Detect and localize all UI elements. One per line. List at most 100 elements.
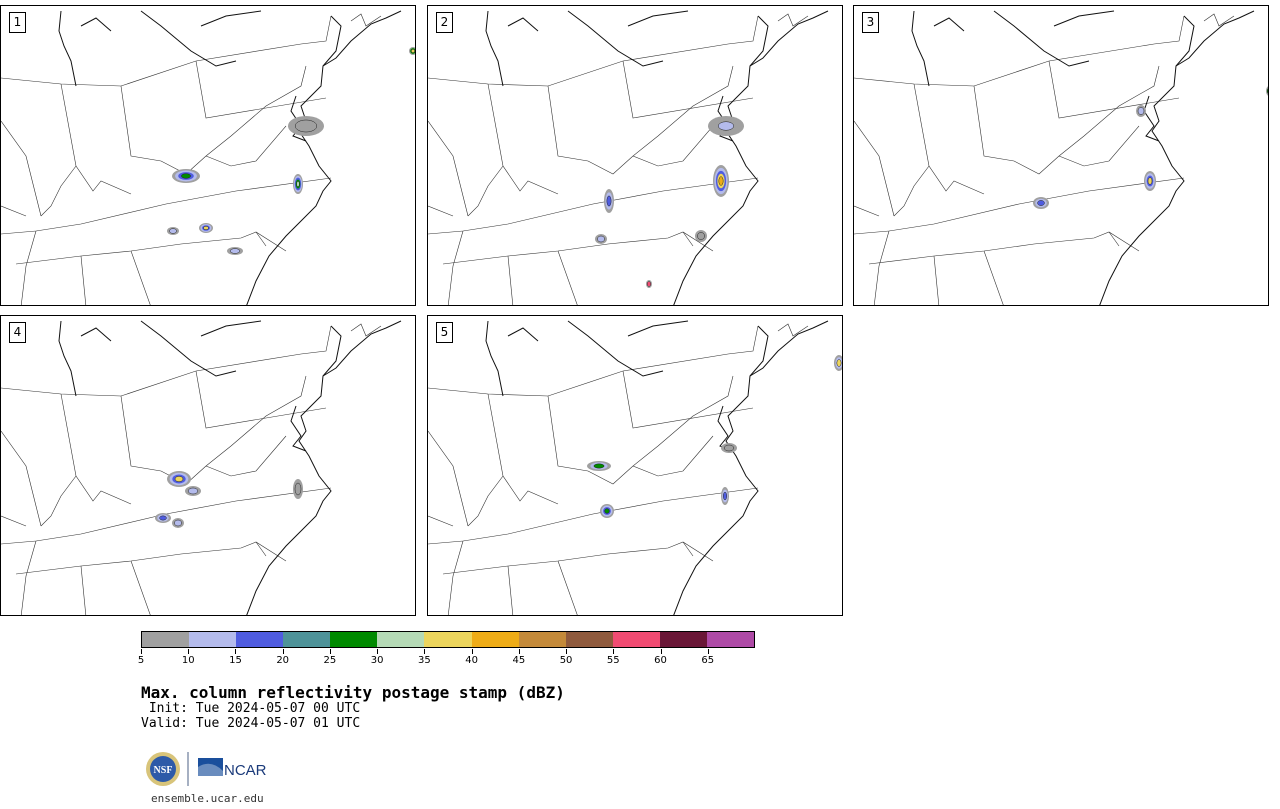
map-panel-5: 5 <box>427 315 843 616</box>
state-border <box>20 230 37 305</box>
colorbar-tick <box>613 649 615 654</box>
state-border <box>632 435 714 477</box>
colorbar-tick-label: 55 <box>606 655 620 666</box>
coastline <box>749 10 829 67</box>
coastline <box>485 320 504 397</box>
coastline <box>749 320 829 377</box>
colorbar-segment <box>377 632 425 647</box>
state-border <box>350 13 382 27</box>
colorbar-tick <box>518 649 520 654</box>
colorbar-segment <box>518 632 566 647</box>
state-border <box>507 255 514 305</box>
colorbar-tick-label: 20 <box>276 655 290 666</box>
coastline <box>485 10 504 87</box>
state-border <box>682 541 694 557</box>
state-border <box>428 177 759 235</box>
state-border <box>428 430 469 527</box>
reflectivity-cell <box>294 119 318 133</box>
state-border <box>1 177 332 235</box>
reflectivity-cell <box>1266 88 1268 94</box>
reflectivity-cell <box>203 226 209 230</box>
state-border <box>1203 13 1235 27</box>
colorbar-tick <box>377 649 379 654</box>
colorbar-tick <box>329 649 331 654</box>
coastline <box>200 10 262 27</box>
state-border <box>60 83 132 195</box>
state-border <box>130 560 151 615</box>
reflectivity-cell <box>697 232 705 240</box>
coastline <box>567 10 664 67</box>
reflectivity-cell <box>169 228 177 234</box>
reflectivity-cell <box>593 463 605 469</box>
coastline <box>507 17 539 32</box>
colorbar-segment <box>424 632 472 647</box>
state-border <box>20 540 37 615</box>
state-border <box>983 250 1004 305</box>
coastline <box>627 320 689 337</box>
state-border <box>1 120 42 217</box>
basemap <box>428 10 829 305</box>
colorbar-tick-label: 60 <box>654 655 667 666</box>
coastline <box>507 327 539 342</box>
state-border <box>507 565 514 615</box>
reflectivity-cell <box>718 121 734 131</box>
state-border <box>467 165 504 217</box>
valid-time: Valid: Tue 2024-05-07 01 UTC <box>141 716 361 731</box>
reflectivity-cell <box>1037 200 1045 206</box>
state-border <box>255 231 267 247</box>
reflectivity-cell <box>606 195 612 207</box>
coastline <box>322 10 402 67</box>
reflectivity-cell <box>159 515 167 521</box>
reflectivity-echoes <box>587 355 842 518</box>
state-border <box>467 475 504 527</box>
reflectivity-cell <box>718 176 724 186</box>
state-border <box>1058 125 1140 167</box>
reflectivity-echoes <box>155 471 303 528</box>
state-border <box>80 255 87 305</box>
coastline <box>911 10 930 87</box>
state-border <box>205 435 287 477</box>
colorbar-segment <box>471 632 519 647</box>
colorbar-tick-label: 25 <box>323 655 337 666</box>
colorbar-tick-label: 50 <box>559 655 573 666</box>
colorbar-tick-label: 65 <box>701 655 715 666</box>
nsf-logo: NSF <box>146 752 180 786</box>
colorbar-tick <box>235 649 237 654</box>
state-border <box>854 205 880 217</box>
state-border <box>487 83 559 195</box>
state-border <box>300 15 332 45</box>
logos: NSF NCAR <box>145 749 275 789</box>
state-border <box>854 120 895 217</box>
coastline <box>140 320 237 377</box>
colorbar-tick-label: 10 <box>181 655 195 666</box>
panel-number-label: 2 <box>436 12 453 33</box>
state-border <box>487 393 559 505</box>
state-border <box>300 325 332 355</box>
colorbar-tick <box>471 649 473 654</box>
state-border <box>428 120 469 217</box>
colorbar-tick <box>566 649 568 654</box>
state-border <box>854 177 1185 235</box>
basemap <box>854 10 1255 305</box>
reflectivity-cell <box>723 491 727 501</box>
colorbar-tick-label: 30 <box>370 655 384 666</box>
state-border <box>873 230 890 305</box>
coastline <box>58 320 77 397</box>
state-border <box>1 487 332 545</box>
colorbar-tick-label: 5 <box>137 655 145 666</box>
coastline <box>627 10 689 27</box>
panel-number-label: 1 <box>9 12 26 33</box>
map-panel-3: 3 <box>853 5 1269 306</box>
svg-text:NCAR: NCAR <box>224 762 267 779</box>
reflectivity-cell <box>646 281 652 287</box>
reflectivity-cell <box>187 487 199 495</box>
state-border <box>1 515 27 527</box>
reflectivity-cell <box>296 181 300 187</box>
panel-number-label: 5 <box>436 322 453 343</box>
colorbar-tick <box>424 649 426 654</box>
colorbar-segment <box>706 632 755 647</box>
logo-graphics: NSF NCAR <box>146 752 267 786</box>
reflectivity-cell <box>836 359 842 367</box>
coastline <box>567 320 664 377</box>
map-panel-2: 2 <box>427 5 843 306</box>
